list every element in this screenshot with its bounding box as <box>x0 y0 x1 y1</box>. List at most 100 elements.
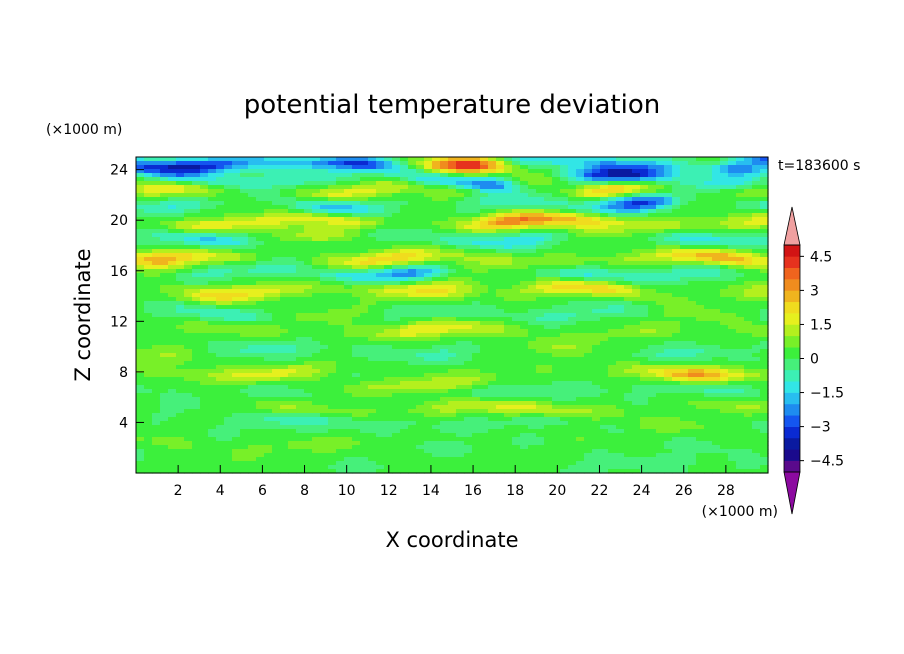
field-cell <box>328 205 337 210</box>
field-cell <box>408 389 417 394</box>
field-cell <box>496 373 505 378</box>
field-cell <box>448 177 457 182</box>
field-cell <box>488 257 497 262</box>
field-cell <box>616 181 625 186</box>
field-cell <box>152 289 161 294</box>
field-cell <box>616 345 625 350</box>
field-cell <box>416 337 425 342</box>
field-cell <box>200 281 209 286</box>
field-cell <box>416 305 425 310</box>
field-cell <box>328 405 337 410</box>
field-cell <box>352 389 361 394</box>
field-cell <box>520 177 529 182</box>
field-cell <box>216 293 225 298</box>
field-cell <box>296 241 305 246</box>
field-cell <box>760 357 769 362</box>
field-cell <box>168 189 177 194</box>
field-cell <box>344 165 353 170</box>
field-cell <box>144 245 153 250</box>
field-cell <box>168 393 177 398</box>
field-cell <box>560 277 569 282</box>
field-cell <box>392 265 401 270</box>
field-cell <box>648 189 657 194</box>
field-cell <box>480 361 489 366</box>
field-cell <box>688 349 697 354</box>
field-cell <box>352 269 361 274</box>
field-cell <box>408 357 417 362</box>
field-cell <box>456 205 465 210</box>
field-cell <box>192 385 201 390</box>
field-cell <box>416 353 425 358</box>
field-cell <box>224 185 233 190</box>
field-cell <box>696 397 705 402</box>
field-cell <box>656 361 665 366</box>
field-cell <box>568 245 577 250</box>
field-cell <box>264 161 273 166</box>
field-cell <box>280 217 289 222</box>
field-cell <box>464 361 473 366</box>
field-cell <box>544 157 553 162</box>
field-cell <box>448 205 457 210</box>
field-cell <box>352 373 361 378</box>
field-cell <box>720 401 729 406</box>
field-cell <box>168 233 177 238</box>
field-cell <box>144 185 153 190</box>
field-cell <box>408 305 417 310</box>
field-cell <box>288 329 297 334</box>
field-cell <box>464 185 473 190</box>
field-cell <box>360 325 369 330</box>
field-cell <box>544 293 553 298</box>
field-cell <box>392 297 401 302</box>
field-cell <box>656 169 665 174</box>
field-cell <box>648 397 657 402</box>
field-cell <box>184 193 193 198</box>
field-cell <box>256 377 265 382</box>
field-cell <box>568 185 577 190</box>
field-cell <box>592 225 601 230</box>
field-cell <box>320 329 329 334</box>
field-cell <box>480 381 489 386</box>
field-cell <box>504 313 513 318</box>
field-cell <box>688 173 697 178</box>
field-cell <box>752 393 761 398</box>
field-cell <box>632 297 641 302</box>
field-cell <box>648 393 657 398</box>
field-cell <box>736 345 745 350</box>
field-cell <box>640 169 649 174</box>
field-cell <box>496 321 505 326</box>
field-cell <box>360 233 369 238</box>
field-cell <box>352 349 361 354</box>
field-cell <box>600 377 609 382</box>
field-cell <box>192 365 201 370</box>
field-cell <box>600 301 609 306</box>
field-cell <box>328 341 337 346</box>
field-cell <box>448 337 457 342</box>
field-cell <box>160 193 169 198</box>
field-cell <box>704 305 713 310</box>
field-cell <box>624 157 633 162</box>
field-cell <box>656 269 665 274</box>
field-cell <box>472 237 481 242</box>
field-cell <box>184 409 193 414</box>
field-cell <box>184 253 193 258</box>
field-cell <box>216 377 225 382</box>
field-cell <box>272 257 281 262</box>
field-cell <box>744 333 753 338</box>
field-cell <box>152 325 161 330</box>
field-cell <box>632 209 641 214</box>
field-cell <box>176 309 185 314</box>
field-cell <box>440 321 449 326</box>
field-cell <box>216 221 225 226</box>
field-cell <box>360 277 369 282</box>
field-cell <box>496 249 505 254</box>
field-cell <box>464 345 473 350</box>
field-cell <box>568 365 577 370</box>
field-cell <box>288 381 297 386</box>
field-cell <box>496 369 505 374</box>
field-cell <box>488 189 497 194</box>
field-cell <box>720 301 729 306</box>
field-cell <box>496 273 505 278</box>
field-cell <box>680 297 689 302</box>
field-cell <box>448 201 457 206</box>
field-cell <box>712 289 721 294</box>
